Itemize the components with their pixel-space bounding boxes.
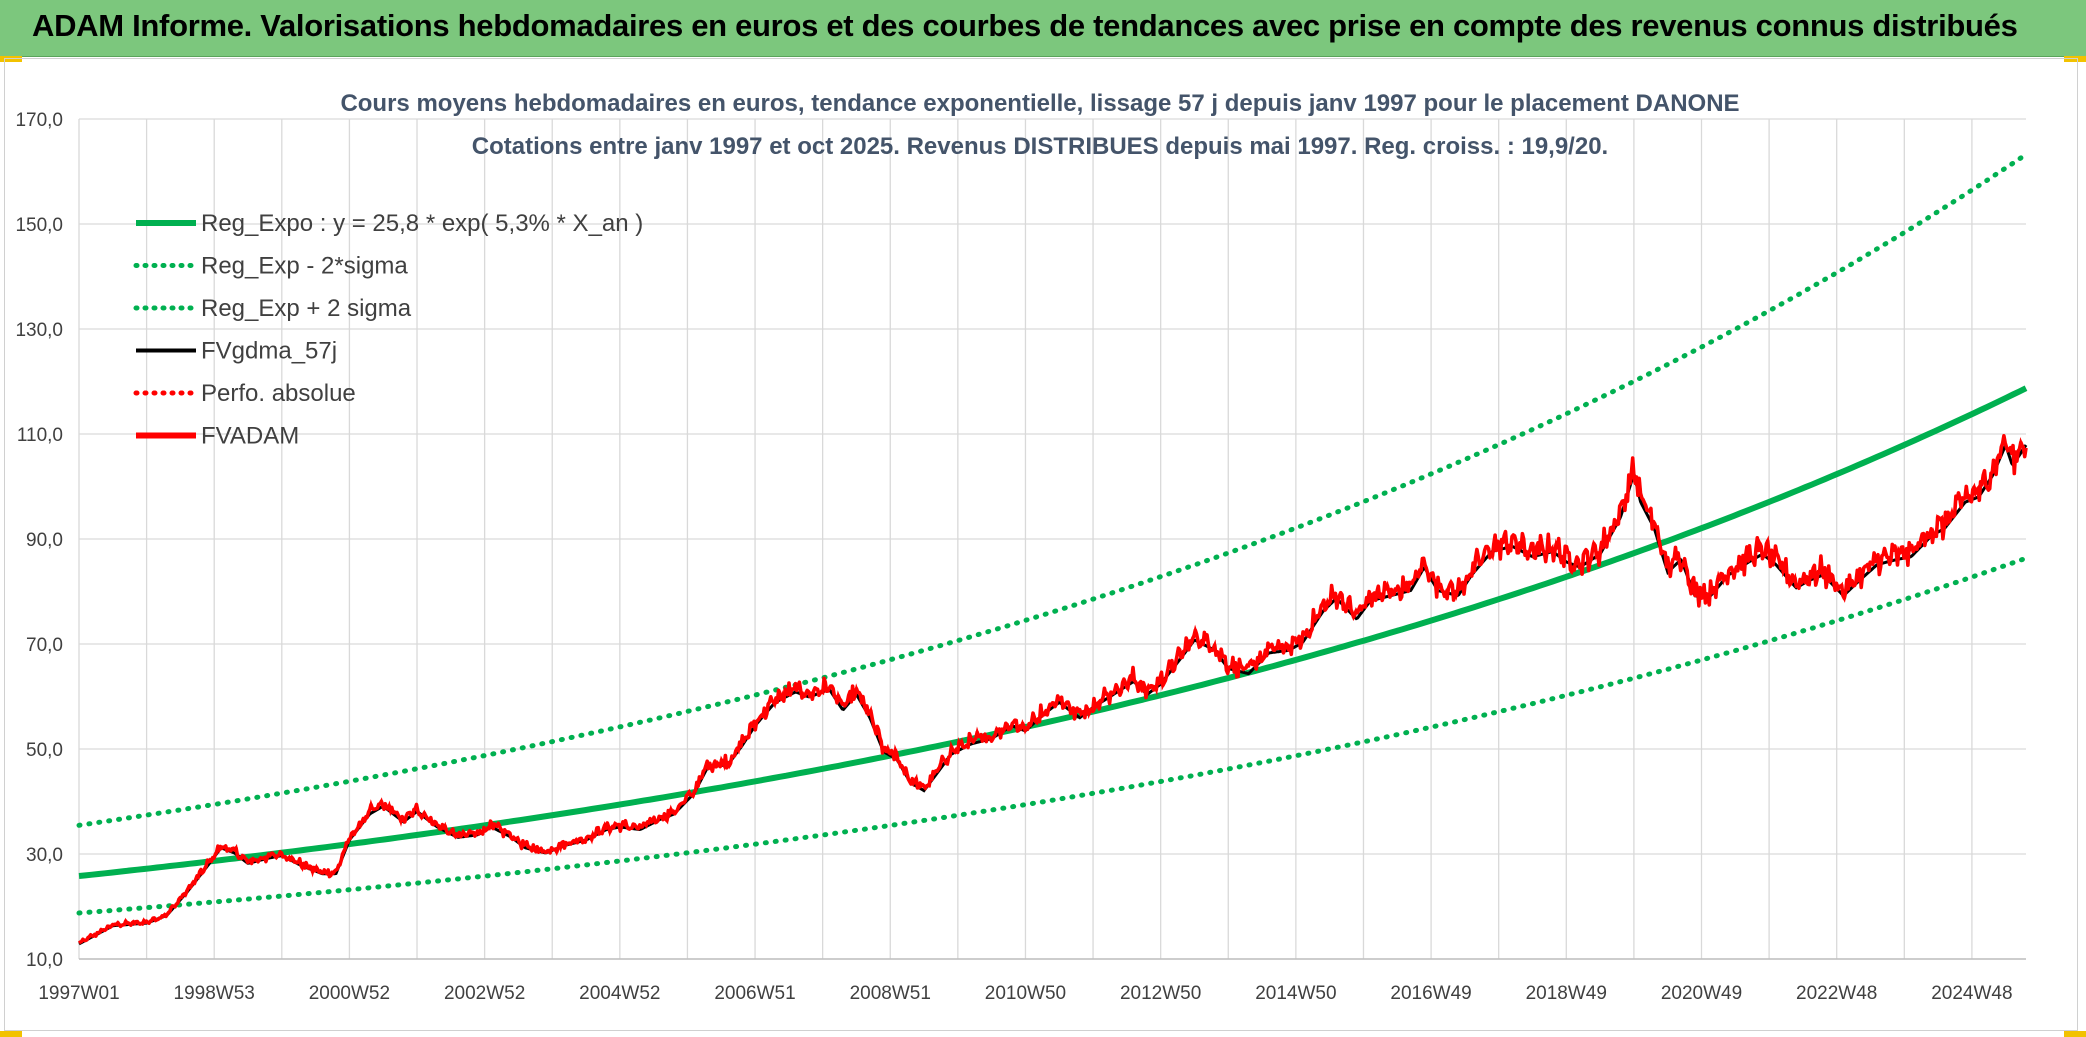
y-tick-label: 130,0	[15, 320, 63, 341]
legend-reg-exp-plus: Reg_Exp + 2 sigma	[133, 295, 412, 322]
legend-fvgdma: FVgdma_57j	[136, 338, 337, 365]
legend-label: Reg_Exp - 2*sigma	[201, 253, 408, 280]
y-tick-label: 90,0	[26, 530, 63, 551]
x-tick-label: 2020W49	[1661, 983, 1742, 1004]
x-tick-label: 1998W53	[174, 983, 255, 1004]
legend-fvadam: FVADAM	[136, 423, 299, 450]
x-tick-label: 2000W52	[309, 983, 390, 1004]
series-reg-exp-minus-2sigma	[76, 555, 2029, 916]
y-tick-label: 50,0	[26, 740, 63, 761]
legend: Reg_Expo : y = 25,8 * exp( 5,3% * X_an )…	[133, 210, 643, 450]
corner-accent-top-left	[0, 56, 22, 62]
series-reg-exp-plus-2sigma	[76, 152, 2029, 828]
axis-layer: 170,0 150,0 130,0 110,0 90,0 70,0 50,0 30,0 10,0…	[15, 110, 2026, 1004]
y-tick-label: 150,0	[15, 215, 63, 236]
series-reg-expo	[78, 385, 2028, 879]
corner-accent-top-right	[2064, 56, 2086, 62]
legend-perfo: Perfo. absolue	[133, 380, 356, 407]
legend-label: Reg_Expo : y = 25,8 * exp( 5,3% * X_an )	[201, 210, 643, 237]
x-tick-label: 1997W01	[38, 983, 119, 1004]
legend-label: Perfo. absolue	[201, 380, 356, 407]
chart-title: Cours moyens hebdomadaires en euros, ten…	[340, 90, 1739, 117]
x-tick-label: 2008W51	[850, 983, 931, 1004]
chart-subtitle: Cotations entre janv 1997 et oct 2025. R…	[472, 133, 1608, 160]
chart-frame	[4, 58, 2078, 1031]
legend-label: FVADAM	[201, 423, 299, 450]
x-tick-label: 2014W50	[1255, 983, 1336, 1004]
legend-reg-expo: Reg_Expo : y = 25,8 * exp( 5,3% * X_an )	[136, 210, 643, 237]
x-tick-label: 2010W50	[985, 983, 1066, 1004]
y-tick-label: 110,0	[17, 425, 63, 446]
x-tick-label: 2002W52	[444, 983, 525, 1004]
legend-label: FVgdma_57j	[201, 338, 337, 365]
x-tick-label: 2022W48	[1796, 983, 1877, 1004]
grid-layer	[78, 118, 2026, 960]
x-tick-label: 2016W49	[1390, 983, 1471, 1004]
series-fvgdma-57j	[78, 443, 2028, 946]
y-tick-label: 30,0	[26, 845, 63, 866]
x-tick-label: 2024W48	[1931, 983, 2012, 1004]
series-perfo-absolue	[78, 435, 2028, 945]
y-tick-label: 10,0	[26, 950, 63, 971]
x-tick-label: 2018W49	[1526, 983, 1607, 1004]
page-title: ADAM Informe. Valorisations hebdomadaire…	[32, 8, 2018, 43]
header-banner: ADAM Informe. Valorisations hebdomadaire…	[0, 0, 2086, 57]
series-layer	[76, 152, 2029, 946]
y-tick-label: 170,0	[15, 110, 63, 131]
corner-accent-bottom-left	[0, 1031, 22, 1037]
series-fvadam	[78, 434, 2028, 945]
x-tick-label: 2006W51	[714, 983, 795, 1004]
legend-label: Reg_Exp + 2 sigma	[201, 295, 412, 322]
x-tick-label: 2012W50	[1120, 983, 1201, 1004]
x-tick-label: 2004W52	[579, 983, 660, 1004]
corner-accent-bottom-right	[2064, 1031, 2086, 1037]
legend-reg-exp-minus: Reg_Exp - 2*sigma	[133, 253, 408, 280]
y-tick-label: 70,0	[26, 635, 63, 656]
